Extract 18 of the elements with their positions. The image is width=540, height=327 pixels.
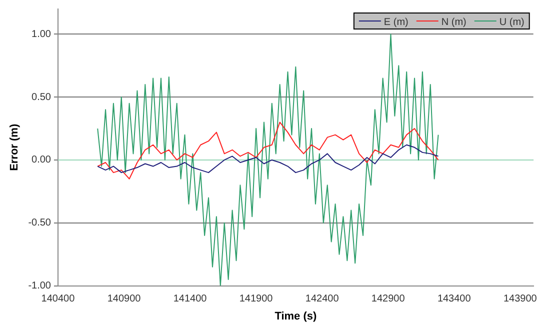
x-tick-label: 142900: [371, 294, 406, 305]
x-tick-label: 141400: [173, 294, 208, 305]
y-tick-label: 1.00: [32, 28, 52, 40]
x-tick-label: 143900: [503, 294, 538, 305]
legend-label: U (m): [499, 16, 524, 28]
y-tick-label: -0.50: [28, 218, 52, 229]
y-tick-label: 0.00: [32, 154, 52, 166]
legend-label: E (m): [384, 16, 408, 28]
x-tick-label: 142400: [305, 294, 340, 305]
legend-label: N (m): [441, 16, 466, 28]
y-tick-label: -1.00: [28, 280, 52, 292]
y-tick-label: 0.50: [32, 92, 52, 103]
x-tick-label: 140900: [107, 294, 142, 305]
x-tick-label: 140400: [41, 294, 76, 305]
y-axis-title: Error (m): [8, 124, 21, 171]
x-axis-title: Time (s): [274, 310, 317, 322]
x-tick-label: 141900: [239, 294, 274, 305]
x-tick-label: 143400: [437, 294, 472, 305]
